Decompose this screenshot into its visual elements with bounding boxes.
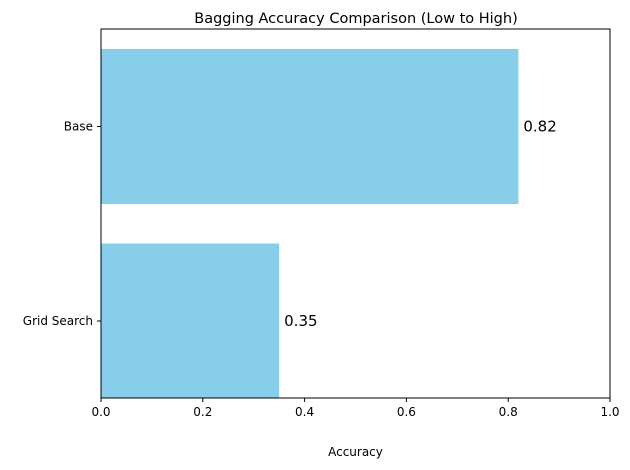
x-tick-label: 0.8 bbox=[499, 405, 518, 419]
x-axis-label: Accuracy bbox=[328, 445, 383, 459]
x-tick-label: 1.0 bbox=[600, 405, 619, 419]
x-tick-label: 0.0 bbox=[91, 405, 110, 419]
x-tick-label: 0.6 bbox=[397, 405, 416, 419]
value-label-grid-search: 0.35 bbox=[284, 312, 317, 330]
y-tick-label: Grid Search bbox=[23, 314, 93, 328]
bar-base bbox=[101, 49, 519, 204]
y-axis: Grid Search Base bbox=[23, 120, 101, 328]
plot-frame bbox=[100, 28, 611, 399]
x-tick-label: 0.4 bbox=[295, 405, 314, 419]
chart-title: Bagging Accuracy Comparison (Low to High… bbox=[194, 11, 517, 27]
y-tick-label: Base bbox=[64, 120, 93, 134]
bars-group bbox=[101, 49, 519, 399]
x-tick-label: 0.2 bbox=[193, 405, 212, 419]
x-axis: 0.0 0.2 0.4 0.6 0.8 1.0 bbox=[91, 398, 620, 419]
value-label-base: 0.82 bbox=[523, 118, 556, 136]
bar-grid-search bbox=[101, 243, 280, 399]
value-labels-group: 0.35 0.82 bbox=[284, 118, 557, 331]
